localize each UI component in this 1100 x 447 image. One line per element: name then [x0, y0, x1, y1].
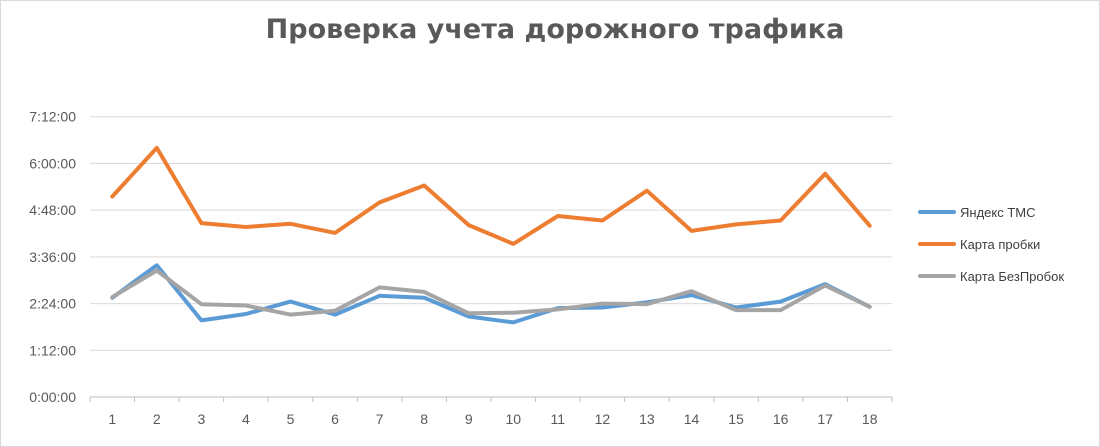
y-tick-label: 3:36:00 [29, 249, 76, 265]
x-tick-label: 7 [376, 411, 384, 427]
x-tick-label: 16 [773, 411, 789, 427]
legend: Яндекс ТМС Карта пробки Карта БезПробок [918, 205, 1064, 284]
x-tick-label: 8 [420, 411, 428, 427]
x-tick-label: 4 [242, 411, 250, 427]
y-tick-label: 1:12:00 [29, 342, 76, 358]
chart-title: Проверка учета дорожного трафика [266, 14, 845, 45]
series-line [110, 263, 872, 325]
y-tick-label: 4:48:00 [29, 202, 76, 218]
x-tick-label: 10 [505, 411, 521, 427]
y-tick-label: 7:12:00 [29, 109, 76, 125]
y-axis-ticks: 0:00:00 1:12:00 2:24:00 3:36:00 4:48:00 6:00:… [29, 109, 76, 405]
x-tick-label: 5 [287, 411, 295, 427]
x-tick-label: 1 [108, 411, 116, 427]
x-axis [89, 396, 893, 402]
y-tick-label: 2:24:00 [29, 296, 76, 312]
x-tick-label: 17 [817, 411, 833, 427]
x-tick-label: 3 [197, 411, 205, 427]
x-tick-label: 14 [684, 411, 700, 427]
x-axis-ticks: 1 2 3 4 5 6 7 8 9 10 11 12 13 14 15 16 17 18 [108, 411, 877, 427]
series-line [110, 145, 872, 246]
x-tick-label: 6 [331, 411, 339, 427]
x-tick-label: 18 [862, 411, 878, 427]
series-lines [110, 145, 872, 325]
legend-label: Карта БезПробок [960, 269, 1064, 284]
y-tick-label: 0:00:00 [29, 389, 76, 405]
x-tick-label: 13 [639, 411, 655, 427]
legend-label: Яндекс ТМС [960, 205, 1036, 220]
legend-label: Карта пробки [960, 237, 1040, 252]
y-tick-label: 6:00:00 [29, 155, 76, 171]
x-tick-label: 12 [595, 411, 611, 427]
x-tick-label: 11 [551, 411, 566, 427]
x-tick-label: 9 [465, 411, 473, 427]
x-tick-label: 15 [728, 411, 744, 427]
x-tick-label: 2 [153, 411, 161, 427]
series-line [110, 268, 872, 317]
